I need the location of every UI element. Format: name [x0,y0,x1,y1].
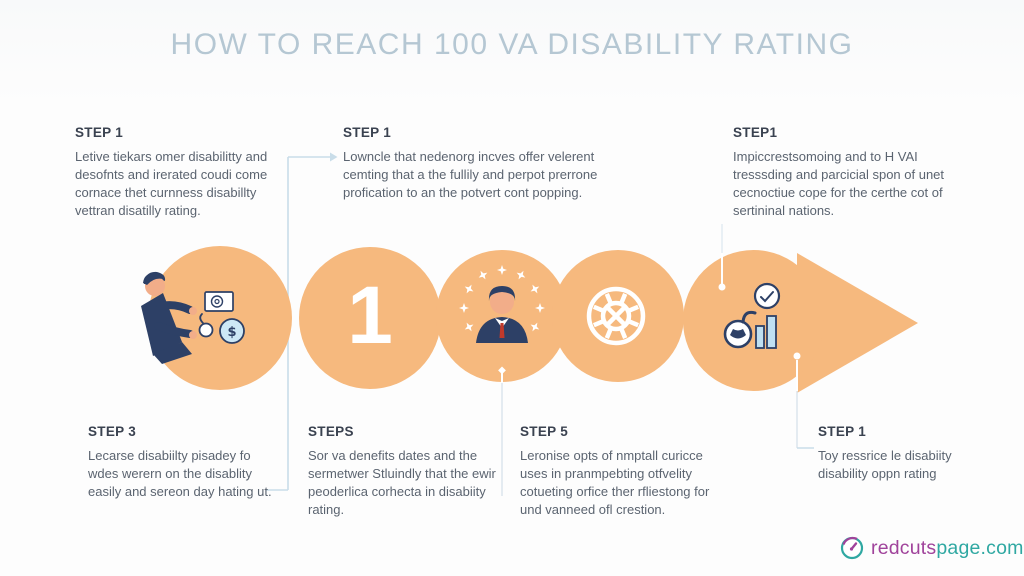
step-heading: STEP1 [733,125,778,140]
step-body: Leronise opts of nmptall curicce uses in… [520,448,710,517]
step-block-top-3: STEP1 Impiccrestsomoing and to H VAI tre… [733,125,971,220]
step-block-bottom-4: STEP 1 Toy ressrice le disabiity disabil… [818,424,983,483]
step-heading: STEP 3 [88,424,137,439]
step-block-bottom-1: STEP 3 Lecarse disabiilty pisadey fo wde… [88,424,284,501]
step-block-bottom-2: STEPS Sor va denefits dates and the serm… [308,424,498,519]
step-heading: STEP 5 [520,424,569,439]
brand-text: redcutspage.com [871,537,1024,560]
veteran-avatar-stars-icon [459,265,545,343]
step-heading: STEPS [308,424,354,439]
step-body: Impiccrestsomoing and to H VAI tresssdin… [733,149,945,218]
person-reviewing-benefits-icon: $ [141,271,245,364]
step-heading: STEP 1 [75,125,124,140]
step-body: Letive tiekars omer disabilitty and deso… [75,149,268,218]
step-number-label: 1 [347,270,393,361]
step-block-top-1: STEP 1 Letive tiekars omer disabilitty a… [75,125,290,220]
timeline-circle-1: $ [141,246,292,390]
brand-logo-icon [840,536,864,560]
search-rating-chart-icon [723,282,781,349]
step-body: Lowncle that nedenorg incves offer veler… [343,149,598,200]
step-body: Lecarse disabiilty pisadey fo wdes werer… [88,448,272,499]
step-heading: STEP 1 [343,125,392,140]
timeline-circle-2: 1 [299,247,441,389]
step-heading: STEP 1 [818,424,867,439]
brand-text-right: page.com [936,536,1024,559]
rating-wheel-icon [586,286,646,346]
timeline-circle-4 [552,250,684,382]
step-body: Sor va denefits dates and the sermetwer … [308,448,496,517]
page-title: HOW TO REACH 100 VA DISABILITY RATING [170,28,854,61]
brand-footer: redcutspage.com [840,536,1024,560]
step-block-bottom-3: STEP 5 Leronise opts of nmptall curicce … [520,424,725,519]
svg-text:$: $ [227,325,236,340]
connector-arrowhead-icon [330,152,338,162]
timeline-circle-3 [436,250,568,382]
step-body: Toy ressrice le disabiity disability opp… [818,448,952,481]
timeline-circle-5 [683,250,824,391]
brand-text-left: redcuts [871,536,937,559]
step-block-top-2: STEP 1 Lowncle that nedenorg incves offe… [343,125,635,202]
